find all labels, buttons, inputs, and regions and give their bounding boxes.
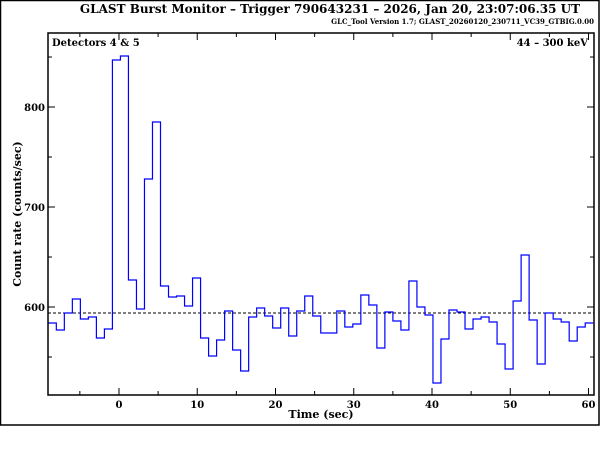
histogram-bin [313,315,321,317]
histogram-bin [569,340,577,342]
histogram-bin [265,315,273,317]
x-tick-label: 60 [582,400,596,411]
histogram-bin [249,316,257,318]
x-tick-label: 40 [425,400,439,411]
histogram-bin [112,59,120,61]
histogram-bin [56,329,64,331]
histogram-bin [337,310,345,312]
y-axis-label: Count rate (counts/sec) [11,141,24,286]
histogram-bin [497,343,505,345]
histogram-bin [169,296,177,298]
histogram-bin [553,318,561,320]
x-tick-label: 20 [269,400,283,411]
histogram-bin [585,322,593,324]
chart-subtitle: GLC_Tool Version 1.7; GLAST_20260120_230… [331,17,594,26]
histogram-bin [241,370,249,372]
histogram-bin [425,314,433,316]
annotation-energy: 44 – 300 keV [517,38,589,49]
histogram-bin [257,307,265,309]
histogram-bin [401,329,409,331]
histogram-bin [289,335,297,337]
histogram-bin [385,311,393,313]
histogram-bin [457,311,465,313]
histogram-bin [48,322,56,324]
histogram-bin [64,312,72,314]
histogram-bin [441,338,449,340]
histogram-bin [193,277,201,279]
histogram-bin [329,332,337,334]
histogram-bin [281,307,289,309]
y-tick-label: 600 [24,303,45,314]
histogram-bin [152,121,160,123]
y-tick-label: 800 [24,103,45,114]
histogram-bin [513,300,521,302]
histogram-bin [209,355,217,357]
y-tick-label: 700 [24,203,45,214]
histogram-bin [521,254,529,256]
histogram-bin [449,309,457,311]
histogram-bin [417,306,425,308]
histogram-bin [577,326,585,328]
histogram-bin [161,285,169,287]
histogram-bin [321,332,329,334]
histogram-bin [136,308,144,310]
histogram-bin [273,327,281,329]
annotation-detectors: Detectors 4 & 5 [52,38,140,49]
histogram-bin [88,316,96,318]
histogram-bin [177,295,185,297]
histogram-bin [225,310,233,312]
histogram-bin [393,320,401,322]
histogram-bin [537,363,545,365]
histogram-bin [377,347,385,349]
histogram-bin [201,337,209,339]
histogram-bin [361,294,369,296]
histogram-bin [185,305,193,307]
histogram-bin [120,55,128,57]
outer-frame [0,0,600,426]
histogram-bin [80,318,88,320]
count-rate-histogram [48,55,594,384]
histogram-bin [489,321,497,323]
histogram-bin [297,310,305,312]
histogram-bin [369,304,377,306]
histogram-bin [433,382,441,384]
histogram-bin [345,326,353,328]
x-tick-label: 50 [503,400,517,411]
histogram-bin [104,328,112,330]
histogram-bin [505,368,513,370]
histogram-bin [473,318,481,320]
x-axis-label: Time (sec) [288,408,353,421]
histogram-bin [465,328,473,330]
histogram-bin [128,279,136,281]
histogram-bin [409,280,417,282]
histogram-bin [233,349,241,351]
histogram-bin [529,319,537,321]
histogram-bin [481,316,489,318]
histogram-bin [217,339,225,341]
histogram-bin [72,298,80,300]
histogram-bin [305,295,313,297]
histogram-bin [545,312,553,314]
chart-title: GLAST Burst Monitor – Trigger 790643231 … [80,2,580,16]
histogram-bin [96,337,104,339]
x-tick-label: 0 [115,400,122,411]
histogram-bin [144,178,152,180]
x-tick-label: 10 [190,400,204,411]
plot-frame [47,32,595,396]
histogram-bin [561,321,569,323]
histogram-bin [353,323,361,325]
x-tick-label: 30 [347,400,361,411]
